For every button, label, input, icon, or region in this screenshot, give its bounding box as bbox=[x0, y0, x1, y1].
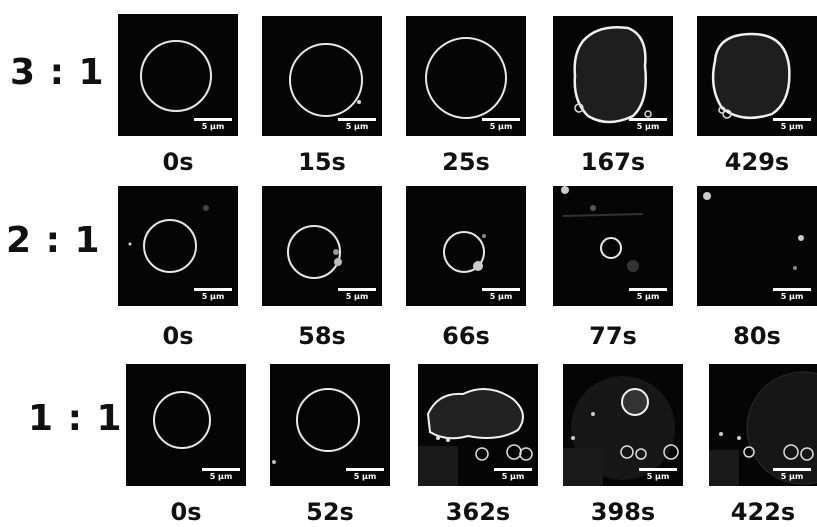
time-label: 66s bbox=[442, 322, 490, 350]
scale-bar: 5 μm bbox=[629, 118, 667, 132]
time-label: 0s bbox=[170, 498, 202, 526]
time-label: 80s bbox=[733, 322, 781, 350]
scale-bar: 5 μm bbox=[194, 118, 232, 132]
micrograph-panel: 5 μm bbox=[118, 186, 238, 306]
time-label: 0s bbox=[162, 148, 194, 176]
time-label: 25s bbox=[442, 148, 490, 176]
micrograph-panel: 5 μm bbox=[126, 364, 246, 486]
time-label: 52s bbox=[306, 498, 354, 526]
micrograph-panel: 5 μm bbox=[418, 364, 538, 486]
micrograph-panel: 5 μm bbox=[553, 186, 673, 306]
scale-bar: 5 μm bbox=[194, 288, 232, 302]
micrograph-panel: 5 μm bbox=[262, 186, 382, 306]
micrograph-panel: 5 μm bbox=[563, 364, 683, 486]
micrograph-panel: 5 μm bbox=[697, 16, 817, 136]
scale-bar: 5 μm bbox=[482, 118, 520, 132]
time-label: 422s bbox=[730, 498, 796, 526]
time-label: 398s bbox=[590, 498, 656, 526]
micrograph-panel: 5 μm bbox=[697, 186, 817, 306]
time-label: 77s bbox=[589, 322, 637, 350]
ratio-label-3-1: 3 : 1 bbox=[10, 52, 105, 93]
micrograph-panel: 5 μm bbox=[118, 14, 238, 136]
scale-bar: 5 μm bbox=[346, 468, 384, 482]
scale-bar: 5 μm bbox=[338, 118, 376, 132]
scale-bar: 5 μm bbox=[773, 118, 811, 132]
ratio-label-2-1: 2 : 1 bbox=[6, 220, 101, 261]
micrograph-panel: 5 μm bbox=[553, 16, 673, 136]
micrograph-panel: 5 μm bbox=[406, 186, 526, 306]
scale-bar: 5 μm bbox=[338, 288, 376, 302]
time-label: 0s bbox=[162, 322, 194, 350]
scale-bar: 5 μm bbox=[482, 288, 520, 302]
micrograph-panel: 5 μm bbox=[262, 16, 382, 136]
ratio-label-1-1: 1 : 1 bbox=[28, 398, 123, 439]
scale-bar: 5 μm bbox=[773, 288, 811, 302]
time-label: 15s bbox=[298, 148, 346, 176]
scale-bar: 5 μm bbox=[202, 468, 240, 482]
scale-bar: 5 μm bbox=[629, 288, 667, 302]
scale-bar: 5 μm bbox=[494, 468, 532, 482]
time-label: 58s bbox=[298, 322, 346, 350]
micrograph-panel: 5 μm bbox=[270, 364, 390, 486]
micrograph-panel: 5 μm bbox=[406, 16, 526, 136]
scale-bar: 5 μm bbox=[639, 468, 677, 482]
time-label: 167s bbox=[580, 148, 646, 176]
time-label: 362s bbox=[445, 498, 511, 526]
micrograph-panel: 5 μm bbox=[709, 364, 817, 486]
time-label: 429s bbox=[724, 148, 790, 176]
scale-bar: 5 μm bbox=[773, 468, 811, 482]
